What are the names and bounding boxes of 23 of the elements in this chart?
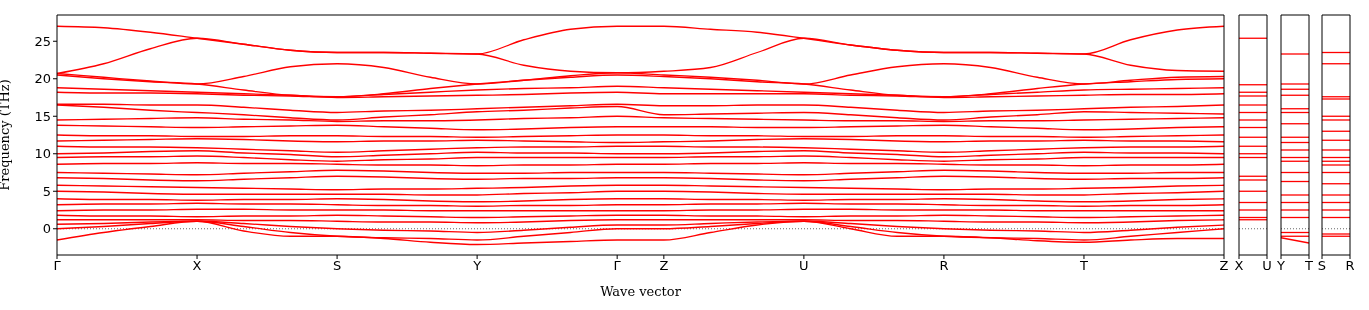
- x-tick-label: Z: [1219, 258, 1229, 274]
- x-axis-title: Wave vector: [600, 284, 682, 299]
- x-tick-label: R: [1345, 258, 1355, 274]
- x-tick-label: U: [1262, 258, 1272, 274]
- y-tick-label: 5: [42, 183, 51, 199]
- y-tick-label: 10: [34, 146, 51, 162]
- y-tick-label: 15: [34, 108, 51, 124]
- x-tick-label: X: [192, 258, 202, 274]
- x-tick-label: S: [332, 258, 342, 274]
- x-tick-label: Y: [1276, 258, 1286, 274]
- x-tick-label: X: [1234, 258, 1244, 274]
- x-tick-label: S: [1317, 258, 1327, 274]
- x-tick-label: Γ: [613, 258, 622, 274]
- x-tick-label: T: [1078, 258, 1088, 274]
- x-tick-label: Y: [472, 258, 482, 274]
- x-tick-label: R: [939, 258, 949, 274]
- x-tick-label: T: [1304, 258, 1314, 274]
- x-tick-label: Γ: [53, 258, 62, 274]
- x-tick-label: U: [799, 258, 809, 274]
- y-tick-label: 0: [42, 221, 51, 237]
- y-tick-label: 20: [34, 71, 51, 87]
- y-tick-label: 25: [34, 33, 51, 49]
- x-tick-label: Z: [659, 258, 669, 274]
